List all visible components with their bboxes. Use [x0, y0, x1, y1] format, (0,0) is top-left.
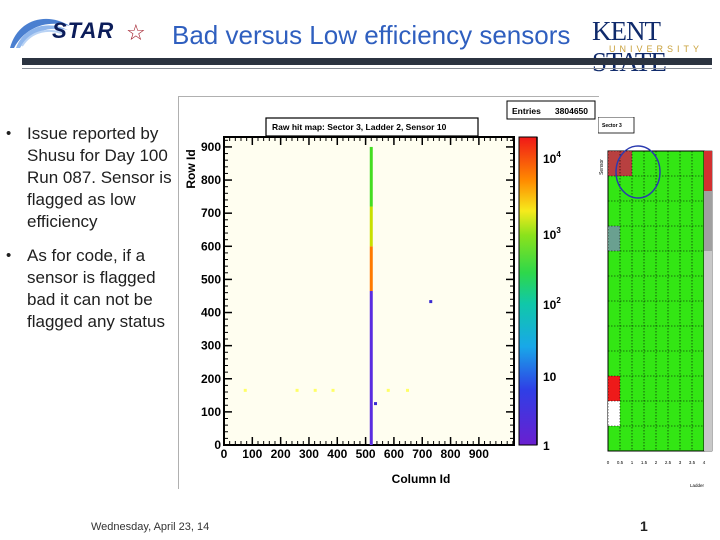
x-tick-label: 500	[356, 447, 376, 461]
sector-summary-chart: Sector 3 Sensor 0 0.5 1 1.5 2 2.5 3 3.5 4 Ladder	[597, 116, 713, 488]
bullet-dot-icon: •	[6, 247, 12, 264]
stats-box	[506, 100, 596, 120]
colorbar-ticks: 104 103 102 10 1	[543, 150, 561, 453]
side-x-tick-label: 0.5	[617, 460, 624, 465]
colorbar-tick-label: 102	[543, 296, 561, 312]
colorbar-tick-label: 1	[543, 439, 550, 453]
footer-date: Wednesday, April 23, 14	[91, 521, 210, 533]
colorbar	[518, 136, 538, 446]
colorbar-tick-label: 10	[543, 370, 557, 384]
hit-column-segment	[369, 246, 373, 291]
stats-value: 3804650	[555, 106, 588, 116]
hit-point	[406, 388, 410, 392]
sector-summary-figure: Sector 3 Sensor 0 0.5 1 1.5 2 2.5 3 3.5 4 Ladder	[597, 116, 716, 502]
side-x-label: Ladder	[690, 483, 705, 488]
highlight-circle	[615, 145, 661, 199]
x-axis-label: Column Id	[392, 472, 451, 486]
y-tick-label: 600	[201, 239, 221, 253]
star-logo-swoosh	[10, 18, 70, 48]
y-tick-label: 100	[201, 405, 221, 419]
x-tick-label: 400	[327, 447, 347, 461]
y-axis-label: Row Id	[184, 149, 198, 188]
bullet-item: • Issue reported by Shusu for Day 100 Ru…	[6, 123, 174, 233]
plot-frame	[223, 136, 515, 446]
bullet-list: • Issue reported by Shusu for Day 100 Ru…	[6, 123, 174, 345]
side-y-label: Sensor	[599, 159, 605, 175]
colorbar-tick-label: 103	[543, 226, 561, 242]
hit-column-segment	[369, 146, 373, 207]
hit-point	[313, 388, 317, 392]
x-tick-label: 800	[441, 447, 461, 461]
x-tick-label: 900	[469, 447, 489, 461]
sensor-status-cell	[608, 226, 620, 251]
y-tick-label: 800	[201, 173, 221, 187]
side-colorbar-band	[704, 151, 712, 191]
page-number: 1	[640, 518, 648, 534]
x-tick-label: 300	[299, 447, 319, 461]
bullet-text: Issue reported by Shusu for Day 100 Run …	[27, 124, 172, 231]
hit-point	[331, 388, 335, 392]
y-tick-label: 300	[201, 339, 221, 353]
hit-point	[243, 388, 247, 392]
y-tick-label: 900	[201, 140, 221, 154]
side-x-tick-label: 2	[655, 460, 658, 465]
sensor-status-cell	[608, 401, 620, 426]
bullet-item: • As for code, if a sensor is flagged ba…	[6, 245, 174, 333]
star-logo-icon: ☆	[126, 20, 146, 45]
side-x-tick-label: 2.5	[665, 460, 672, 465]
slide-title: Bad versus Low efficiency sensors	[172, 20, 571, 50]
side-colorbar-band	[704, 191, 712, 251]
university-logo-sub: UNIVERSITY	[609, 44, 704, 54]
side-x-tick-label: 1	[631, 460, 634, 465]
y-tick-label: 200	[201, 372, 221, 386]
hit-point	[386, 388, 390, 392]
hit-point	[374, 402, 378, 406]
star-logo-text: STAR	[52, 18, 115, 43]
side-x-tick-label: 1.5	[641, 460, 648, 465]
side-x-tick-label: 3.5	[689, 460, 696, 465]
raw-hit-map-figure: Entries 3804650 Raw hit map: Sector 3, L…	[178, 96, 599, 489]
x-tick-label: 600	[384, 447, 404, 461]
hit-column-segment	[369, 291, 373, 445]
sensor-status-cell	[608, 376, 620, 401]
side-x-tick-label: 0	[607, 460, 610, 465]
header-rule	[22, 58, 712, 65]
raw-hit-map-chart: Entries 3804650 Raw hit map: Sector 3, L…	[184, 100, 596, 486]
x-tick-label: 200	[271, 447, 291, 461]
bullet-dot-icon: •	[6, 125, 12, 142]
bullet-text: As for code, if a sensor is flagged bad …	[27, 246, 165, 331]
hit-point	[429, 300, 433, 304]
x-tick-label: 0	[221, 447, 228, 461]
x-tick-label: 100	[242, 447, 262, 461]
y-tick-label: 700	[201, 206, 221, 220]
y-tick-label: 400	[201, 306, 221, 320]
hit-point	[295, 388, 299, 392]
header-rule-thin	[22, 68, 712, 69]
hit-column-segment	[369, 206, 373, 247]
side-plot-title: Sector 3	[602, 123, 622, 129]
side-x-tick-label: 4	[703, 460, 706, 465]
plot-title: Raw hit map: Sector 3, Ladder 2, Sensor …	[272, 122, 447, 132]
stats-label: Entries	[512, 106, 541, 116]
x-tick-label: 700	[412, 447, 432, 461]
y-tick-label: 0	[214, 438, 221, 452]
colorbar-tick-label: 104	[543, 150, 561, 166]
side-colorbar-band	[704, 251, 712, 451]
university-logo-name: KENT STATE	[592, 16, 667, 77]
side-title-box	[597, 116, 635, 134]
side-x-tick-label: 3	[679, 460, 682, 465]
y-tick-label: 500	[201, 272, 221, 286]
